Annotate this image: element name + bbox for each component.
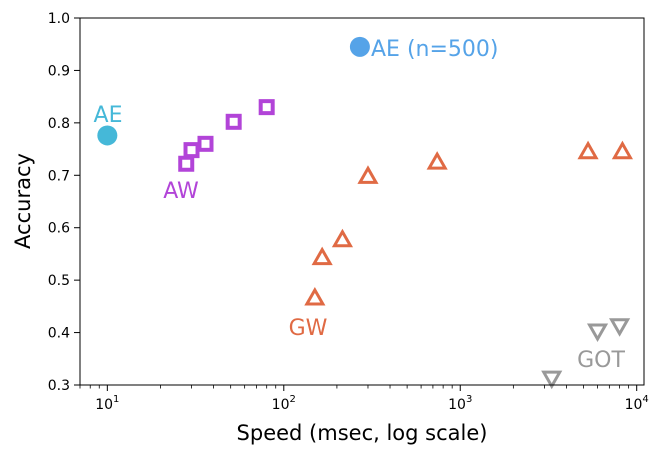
y-tick-label: 0.8 — [48, 116, 70, 132]
point-got — [609, 318, 631, 337]
y-tick-label: 1.0 — [48, 11, 70, 27]
label-gw: GW — [289, 316, 328, 341]
point-gw — [611, 140, 634, 160]
x-tick-label: 103 — [448, 394, 472, 413]
x-axis-label: Speed (msec, log scale) — [237, 421, 488, 445]
y-tick-label: 0.5 — [48, 273, 70, 289]
point-got — [586, 323, 609, 343]
point-gw — [304, 286, 326, 306]
x-tick-label: 104 — [625, 394, 649, 413]
point-aw — [225, 113, 242, 130]
group-labels: AE AE (n=500) AW GW GOT — [94, 37, 626, 373]
point-aw — [183, 142, 200, 159]
label-got: GOT — [577, 348, 625, 373]
label-ae: AE — [94, 103, 123, 128]
point-ae-n-500 — [349, 36, 370, 57]
y-axis-label: Accuracy — [11, 153, 35, 249]
y-tick-label: 0.7 — [48, 168, 70, 184]
label-ae-n500: AE (n=500) — [371, 37, 498, 62]
point-gw — [311, 246, 333, 266]
point-aw — [178, 155, 195, 172]
point-ae — [97, 125, 118, 146]
axes: 101 102 103 104 0.3 0.4 0.5 0.6 0.7 0.8 0.9 1.0 — [48, 11, 649, 413]
point-gw — [577, 140, 599, 160]
y-tick-label: 0.6 — [48, 221, 70, 237]
plot-frame — [79, 17, 645, 386]
x-tick-label: 101 — [95, 394, 119, 413]
y-tick-label: 0.3 — [48, 378, 70, 394]
point-got — [541, 370, 563, 390]
point-gw — [426, 151, 448, 170]
point-gw — [357, 165, 379, 184]
label-aw: AW — [163, 179, 199, 204]
plot-marks — [97, 36, 634, 390]
point-gw — [331, 228, 354, 248]
y-tick-label: 0.9 — [48, 63, 70, 79]
point-aw — [197, 135, 214, 152]
y-tick-label: 0.4 — [48, 326, 70, 342]
x-tick-label: 102 — [272, 394, 296, 413]
point-aw — [258, 99, 275, 116]
